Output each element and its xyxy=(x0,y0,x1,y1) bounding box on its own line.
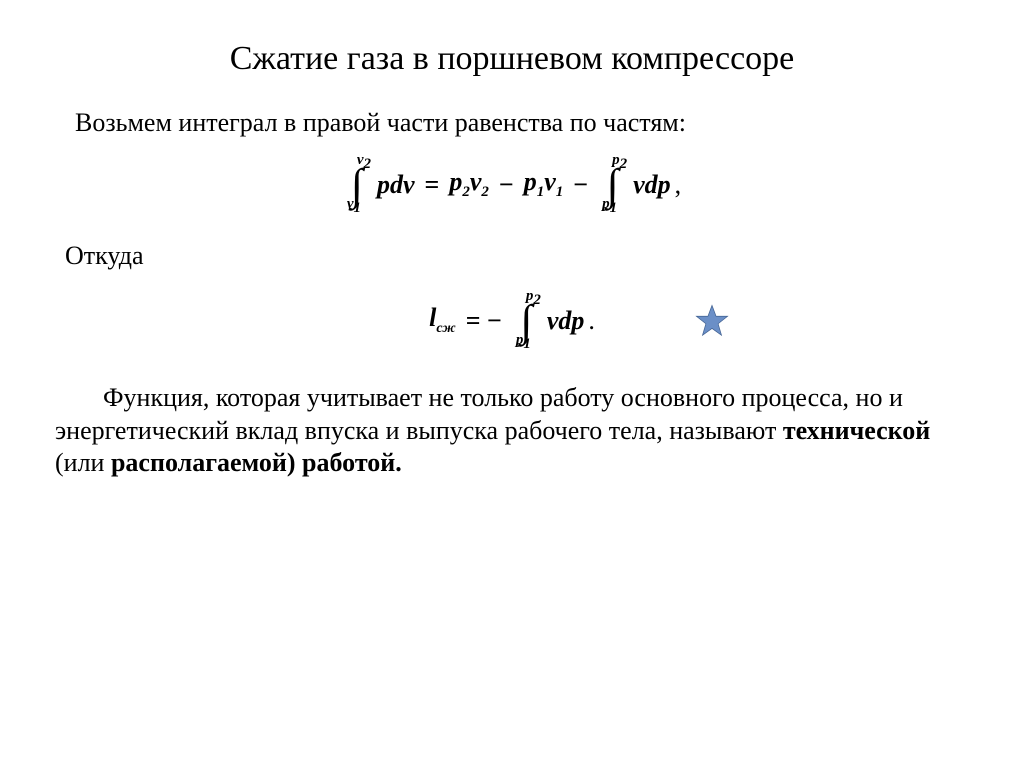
term-p1v1: p1v1 xyxy=(524,167,564,201)
equals: = xyxy=(425,170,440,200)
formula-2: lсж = − p2 ∫ p1 vdp. xyxy=(429,289,595,352)
star-icon xyxy=(695,304,729,338)
minus-2: − xyxy=(573,170,588,200)
integrand-3: vdp xyxy=(547,306,585,336)
integral-1: v2 ∫ v1 xyxy=(343,153,371,216)
minus-1: − xyxy=(499,170,514,200)
lhs: lсж xyxy=(429,303,456,337)
term-p2v2: p2v2 xyxy=(449,167,489,201)
integrand-1: pdv xyxy=(377,170,415,200)
integrand-2: vdp xyxy=(633,170,671,200)
integral-3: p2 ∫ p1 xyxy=(512,289,541,352)
equals-neg: = − xyxy=(466,306,502,336)
slide-title: Сжатие газа в поршневом компрессоре xyxy=(55,40,969,78)
definition-paragraph: Функция, которая учитывает не только раб… xyxy=(55,382,969,480)
formula-1: v2 ∫ v1 pdv = p2v2 − p1v1 − p2 ∫ p1 vdp, xyxy=(55,153,969,216)
intro-text: Возьмем интеграл в правой части равенств… xyxy=(75,108,969,138)
whence-text: Откуда xyxy=(65,241,969,271)
integral-2: p2 ∫ p1 xyxy=(598,153,627,216)
formula-2-row: lсж = − p2 ∫ p1 vdp. xyxy=(55,289,969,352)
